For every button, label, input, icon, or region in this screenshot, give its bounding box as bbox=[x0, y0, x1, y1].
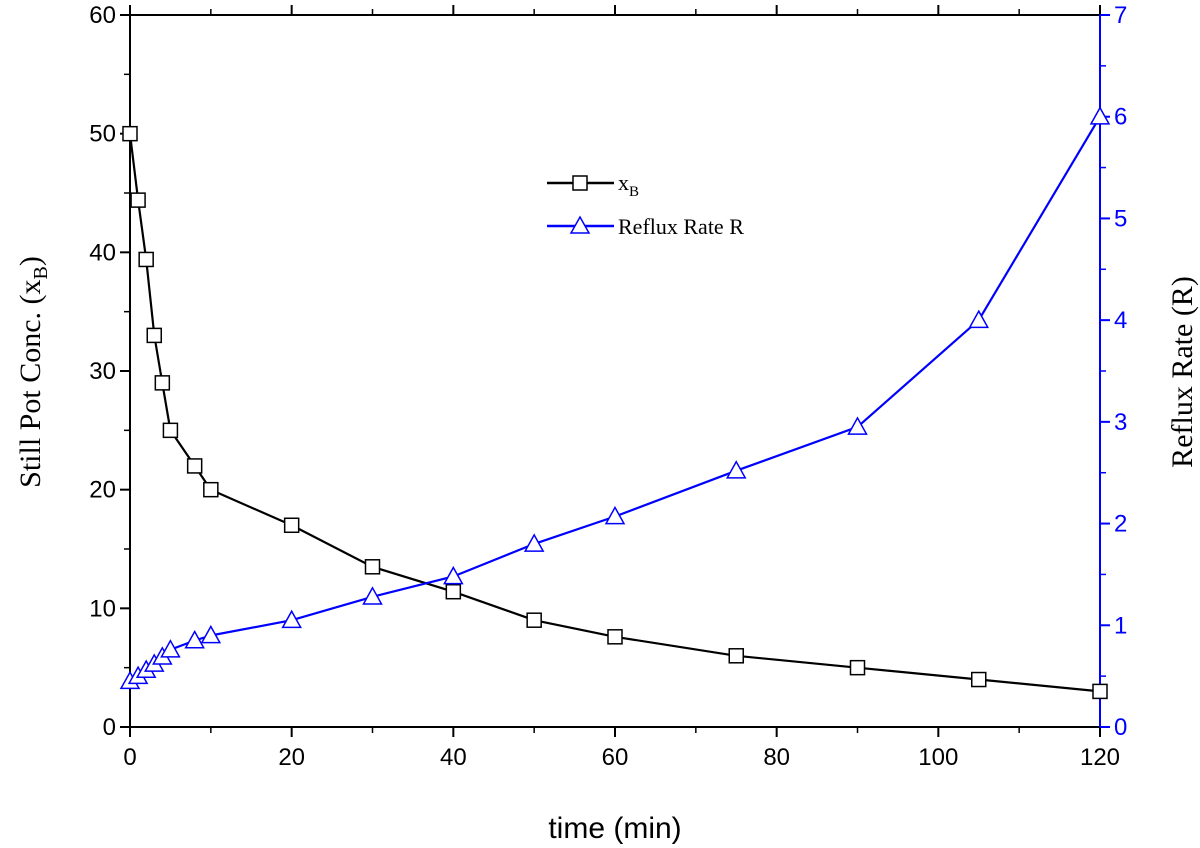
ticks: 0 20 40 60 80 100 120 0 10 20 30 40 50 60 0 1 2 3 4 5 6 7 bbox=[89, 2, 1127, 771]
data-point-square bbox=[1092, 683, 1108, 700]
data-point-square bbox=[146, 327, 162, 344]
y-left-tick-label: 10 bbox=[89, 595, 116, 622]
legend-label-reflux: Reflux Rate R bbox=[618, 214, 744, 239]
data-point-square bbox=[130, 192, 146, 208]
data-point-triangle bbox=[604, 505, 626, 525]
y-left-tick-label: 50 bbox=[89, 121, 116, 148]
data-point-triangle bbox=[281, 609, 302, 629]
y-left-tick-label: 60 bbox=[89, 2, 116, 29]
data-point-triangle bbox=[362, 586, 383, 605]
data-point-triangle bbox=[968, 309, 990, 329]
y-left-tick-label: 0 bbox=[103, 714, 116, 741]
y-left-tick-label: 40 bbox=[89, 239, 116, 266]
y-right-axis-title: Reflux Rate (R) bbox=[1166, 276, 1199, 468]
x-tick-label: 120 bbox=[1080, 744, 1120, 771]
data-point-square bbox=[728, 648, 744, 664]
legend-label-xb-main: x bbox=[618, 170, 629, 195]
data-point-square bbox=[283, 517, 300, 534]
data-point-square bbox=[122, 125, 138, 142]
data-point-square bbox=[186, 458, 203, 474]
x-tick-label: 100 bbox=[918, 744, 958, 771]
y-left-title-main: Still Pot Conc. (x bbox=[14, 279, 47, 487]
legend-label-xb: xB bbox=[618, 170, 639, 200]
legend-marker-square bbox=[572, 175, 588, 191]
data-point-square bbox=[203, 481, 219, 498]
data-point-square bbox=[971, 671, 987, 688]
data-point-square bbox=[526, 612, 542, 628]
data-point-square bbox=[364, 559, 381, 575]
y-left-tick-label: 30 bbox=[89, 358, 116, 385]
y-right-tick-label: 2 bbox=[1114, 511, 1127, 538]
data-point-triangle bbox=[443, 565, 464, 585]
y-right-tick-label: 5 bbox=[1114, 205, 1127, 232]
series-reflux-rate bbox=[119, 106, 1111, 690]
data-point-square bbox=[138, 251, 154, 268]
legend-marker-triangle bbox=[569, 215, 591, 234]
y-right-tick-label: 7 bbox=[1114, 2, 1127, 29]
y-right-tick-label: 1 bbox=[1114, 612, 1127, 639]
plot-frame bbox=[129, 14, 1101, 728]
y-left-title-sub: B bbox=[30, 266, 52, 279]
data-point-square bbox=[162, 422, 179, 439]
data-point-triangle bbox=[200, 624, 222, 644]
y-right-tick-label: 0 bbox=[1114, 714, 1127, 741]
data-point-square bbox=[445, 583, 462, 600]
x-tick-label: 40 bbox=[440, 744, 467, 771]
y-right-tick-label: 4 bbox=[1114, 307, 1127, 334]
y-left-tick-label: 20 bbox=[89, 477, 116, 504]
y-left-title-close: ) bbox=[14, 256, 47, 266]
series bbox=[119, 106, 1111, 700]
x-axis-title: time (min) bbox=[548, 812, 681, 845]
series-line bbox=[129, 116, 1101, 683]
legend-label-xb-sub: B bbox=[629, 184, 639, 200]
legend-entry-xb: xB bbox=[547, 170, 639, 200]
data-point-triangle bbox=[1089, 106, 1111, 125]
data-point-triangle bbox=[847, 416, 868, 435]
data-point-triangle bbox=[725, 460, 747, 479]
data-point-triangle bbox=[160, 639, 181, 658]
x-tick-label: 20 bbox=[278, 744, 305, 771]
x-tick-label: 60 bbox=[602, 744, 629, 771]
y-right-tick-label: 3 bbox=[1114, 409, 1127, 436]
series-xb bbox=[122, 125, 1108, 700]
legend-entry-reflux: Reflux Rate R bbox=[547, 214, 744, 239]
data-point-square bbox=[849, 659, 866, 676]
y-left-axis-title: Still Pot Conc. (xB) bbox=[14, 256, 52, 488]
data-point-square bbox=[154, 375, 171, 391]
x-tick-label: 80 bbox=[763, 744, 790, 771]
data-point-square bbox=[607, 629, 623, 645]
series-line bbox=[128, 133, 1101, 693]
legend: xB Reflux Rate R bbox=[547, 170, 744, 239]
data-point-triangle bbox=[523, 533, 545, 552]
x-tick-label: 0 bbox=[123, 744, 136, 771]
y-right-tick-label: 6 bbox=[1114, 104, 1127, 131]
data-point-triangle bbox=[184, 629, 205, 649]
